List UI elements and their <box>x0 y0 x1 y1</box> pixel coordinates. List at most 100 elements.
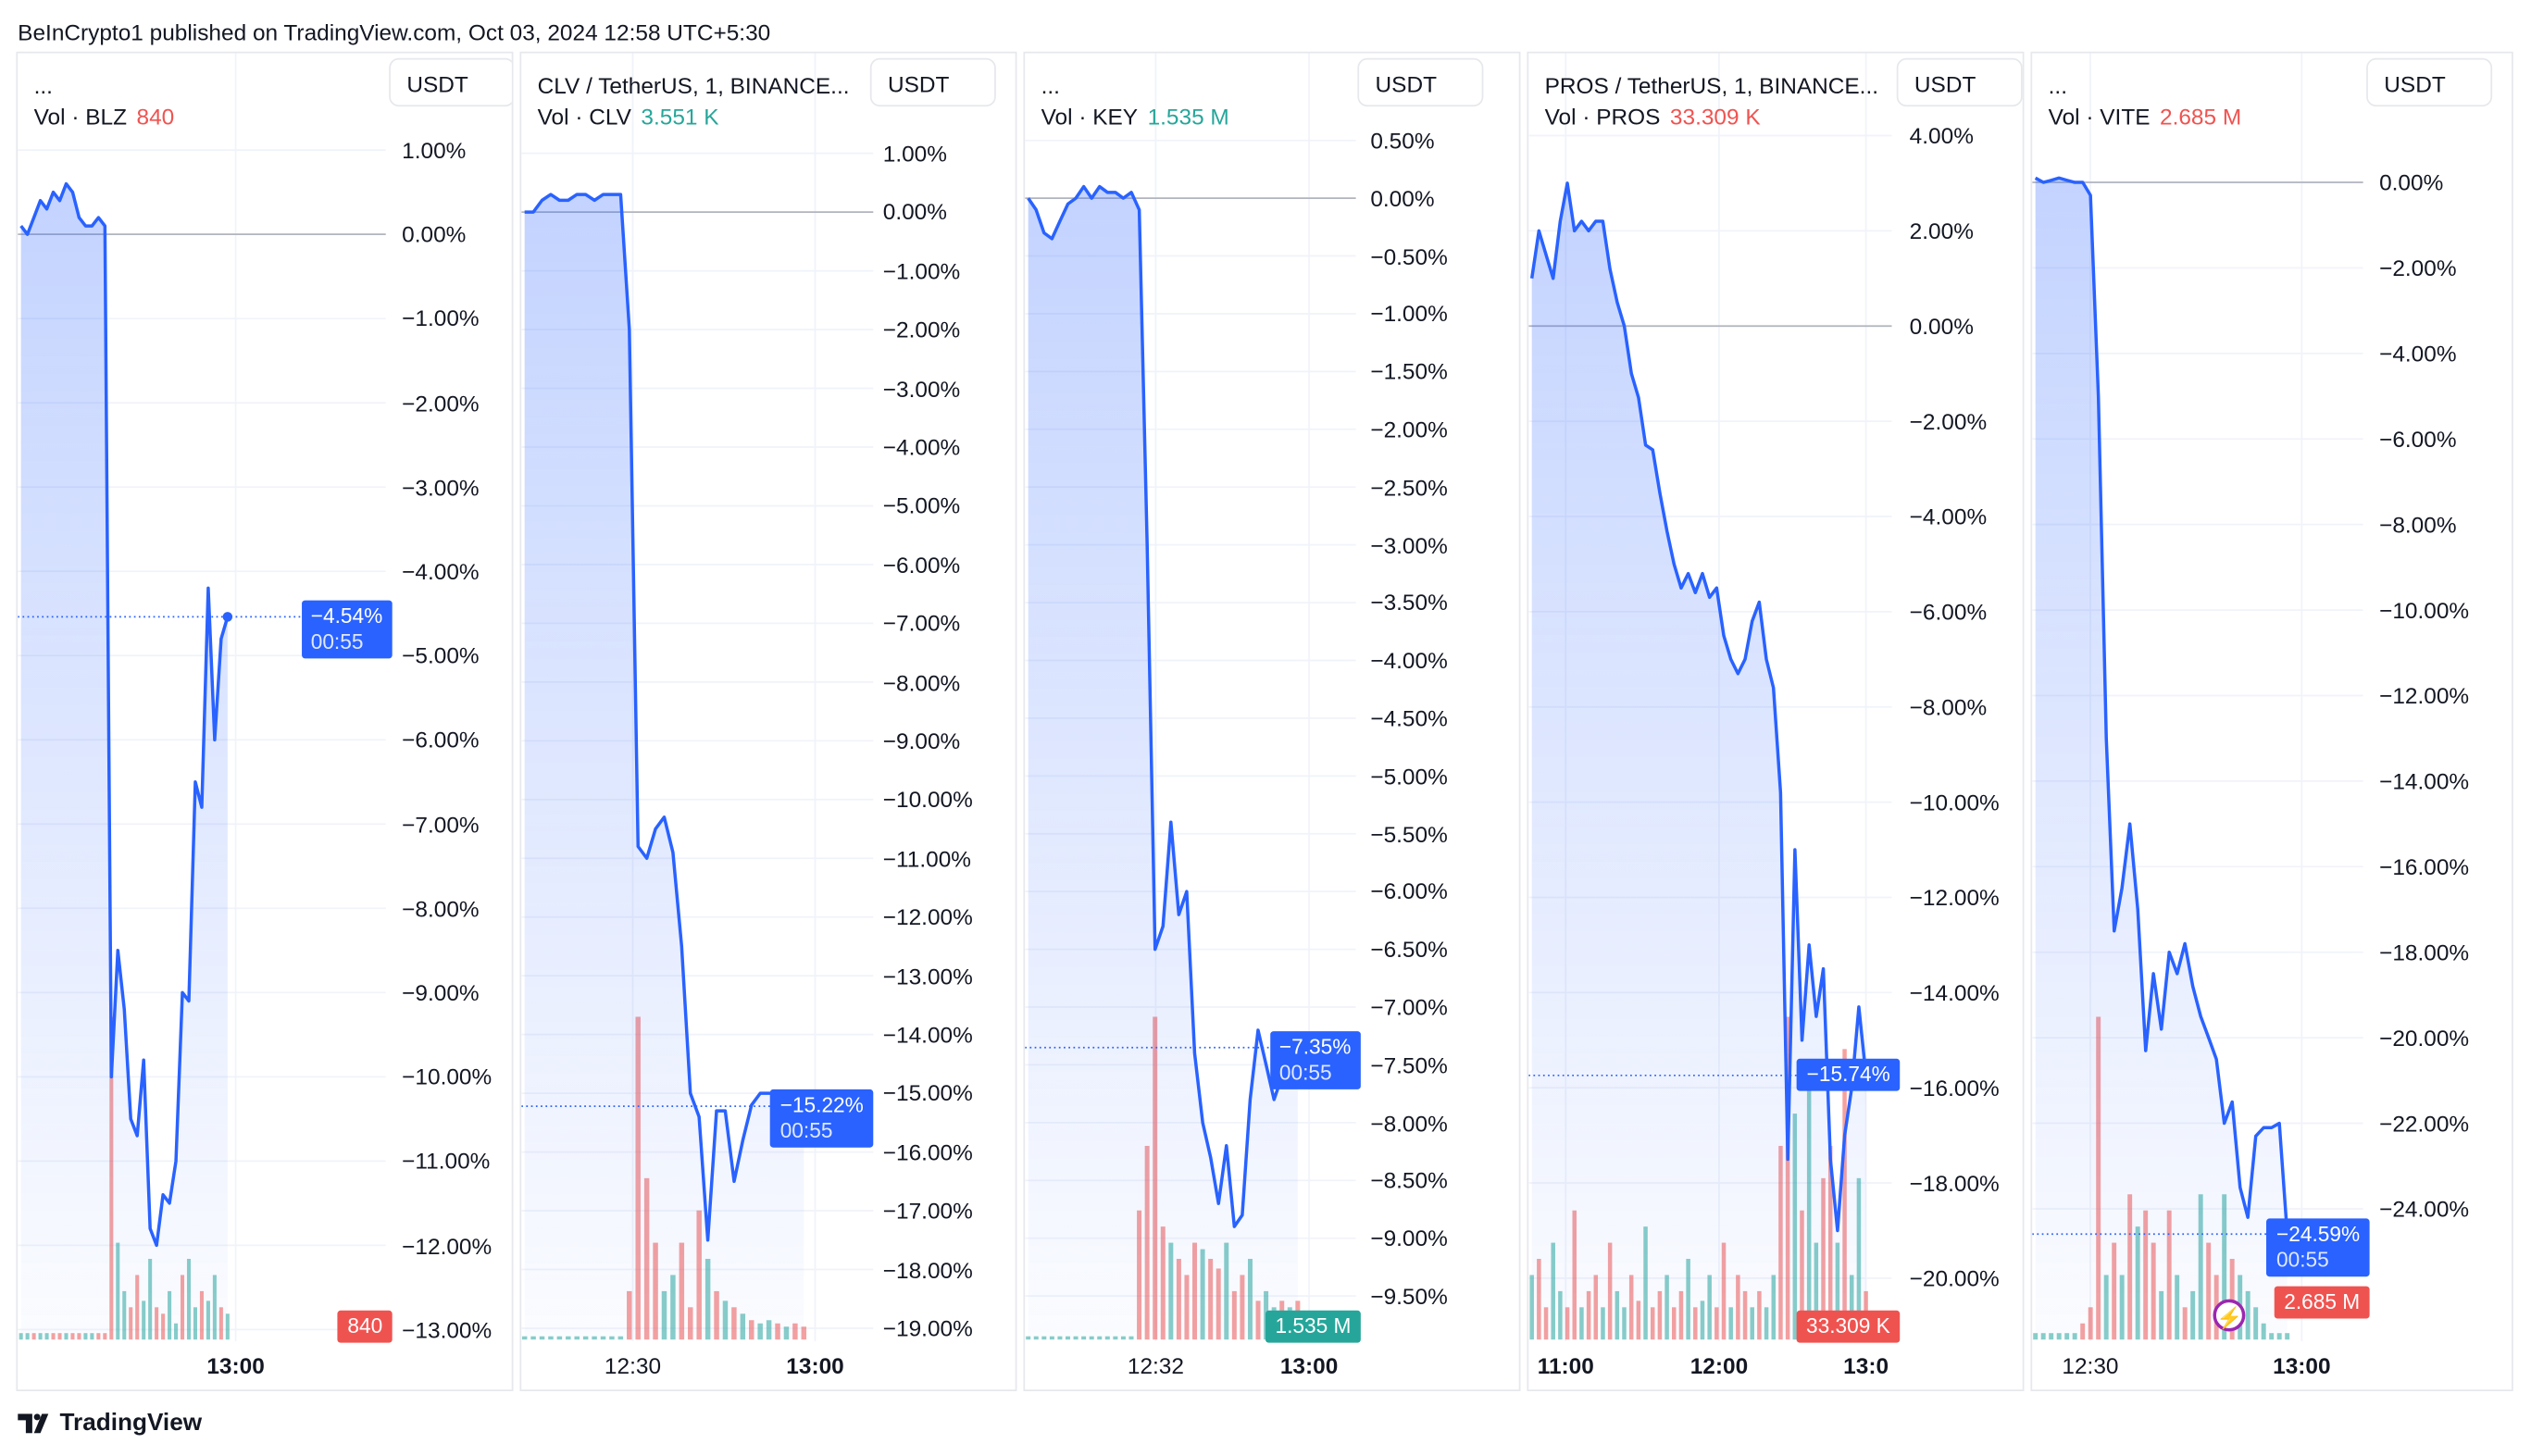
y-axis-tick-label: −10.00% <box>1909 789 2000 815</box>
y-axis-tick-label: −17.00% <box>882 1198 973 1224</box>
price-line <box>1027 184 1299 1228</box>
y-axis-tick-label: −14.00% <box>2379 767 2470 794</box>
current-price-value: −4.54% <box>310 604 383 628</box>
y-axis-tick-label: −0.50% <box>1370 243 1448 269</box>
y-axis-tick-label: −13.00% <box>882 963 973 989</box>
y-axis-tick-label: −9.00% <box>1370 1225 1448 1251</box>
volume-label: Vol · PROS <box>1544 103 1661 130</box>
y-axis-tick-label: −13.00% <box>402 1316 492 1343</box>
volume-badge: 2.685 M <box>2274 1286 2370 1319</box>
chart-panel[interactable]: CLV / TetherUS, 1, BINANCE... Vol · CLV 3.… <box>519 51 1017 1391</box>
y-axis-tick-label: −2.00% <box>1370 416 1448 442</box>
y-axis-tick-label: −11.00% <box>402 1148 491 1175</box>
y-axis-tick-label: −16.00% <box>882 1139 973 1165</box>
y-axis-tick-label: −22.00% <box>2379 1110 2470 1137</box>
y-axis-tick-label: −7.50% <box>1370 1052 1448 1078</box>
y-axis-tick-label: −15.00% <box>882 1080 973 1107</box>
y-axis-tick-label: −2.00% <box>2379 255 2457 281</box>
x-axis-time-label: 12:30 <box>604 1352 662 1379</box>
y-axis-tick-label: −6.00% <box>1370 878 1448 905</box>
chart-panel[interactable]: ... Vol · BLZ 840 USDT 1.00% 0.00% −1.00% −2.00… <box>16 51 514 1391</box>
y-axis-tick-label: −16.00% <box>2379 853 2470 880</box>
tradingview-logo-text: TradingView <box>59 1409 203 1437</box>
current-price-label: −24.59% 00:55 <box>2266 1217 2370 1276</box>
volume-bar <box>2285 1333 2290 1340</box>
volume-badge: 1.535 M <box>1266 1310 1361 1343</box>
y-axis-tick-label: −5.00% <box>1370 763 1448 790</box>
volume-legend: Vol · PROS 33.309 K <box>1545 104 1761 130</box>
y-axis-tick-label: −8.00% <box>1370 1109 1448 1136</box>
symbol-title[interactable]: ... <box>2048 72 2067 99</box>
volume-label: Vol · BLZ <box>33 103 128 130</box>
y-axis-tick-label: −9.50% <box>1370 1283 1448 1310</box>
y-axis-tick-label: −18.00% <box>2379 939 2470 965</box>
tradingview-logo[interactable]: TradingView <box>18 1409 202 1437</box>
y-axis-tick-label: 2.00% <box>1909 218 1974 244</box>
y-axis-tick-label: −1.50% <box>1370 358 1448 385</box>
y-axis-tick-label: −3.50% <box>1370 590 1448 616</box>
current-price-value: −7.35% <box>1278 1034 1352 1059</box>
symbol-title[interactable]: CLV / TetherUS, 1, BINANCE... <box>537 72 850 99</box>
volume-legend: Vol · KEY 1.535 M <box>1041 104 1229 130</box>
volume-bar <box>2033 1333 2039 1340</box>
x-axis-time-label: 13:00 <box>1279 1352 1339 1379</box>
y-axis-tick-label: −3.00% <box>882 375 961 402</box>
symbol-title[interactable]: PROS / TetherUS, 1, BINANCE... <box>1544 72 1879 99</box>
chart-panel[interactable]: PROS / TetherUS, 1, BINANCE... Vol · PROS… <box>1527 51 2025 1391</box>
current-price-label: −4.54% 00:55 <box>301 600 393 659</box>
y-axis-tick-label: −4.00% <box>1909 504 1988 529</box>
volume-value: 2.685 M <box>2159 103 2242 130</box>
volume-legend: Vol · CLV 3.551 K <box>538 104 719 130</box>
chart-panel[interactable]: ... Vol · KEY 1.535 M USDT 0.50% 0.00% −0.50% −… <box>1023 51 1521 1391</box>
x-axis-time-label: 11:00 <box>1537 1352 1594 1379</box>
y-axis-tick-label: −6.50% <box>1370 936 1448 963</box>
currency-button[interactable]: USDT <box>1357 57 1484 107</box>
y-axis-tick-label: −8.00% <box>402 895 480 922</box>
y-axis-tick-label: 0.00% <box>2379 169 2444 195</box>
price-area <box>20 183 228 1340</box>
y-axis-tick-label: −7.00% <box>402 811 480 838</box>
volume-value: 3.551 K <box>641 103 719 130</box>
lightning-icon[interactable]: ⚡ <box>2213 1299 2246 1332</box>
currency-button[interactable]: USDT <box>389 57 512 107</box>
currency-button[interactable]: USDT <box>2366 57 2493 107</box>
current-price-label: −15.22% 00:55 <box>770 1089 874 1149</box>
symbol-title[interactable]: ... <box>33 72 53 99</box>
y-axis-tick-label: −2.00% <box>1909 408 1988 435</box>
attribution-text: BeInCrypto1 published on TradingView.com… <box>18 19 771 45</box>
x-axis-time-label: 12:30 <box>2062 1352 2119 1379</box>
y-axis-tick-label: −6.00% <box>2379 426 2457 453</box>
current-price-value: −24.59% <box>2276 1221 2361 1246</box>
y-axis-tick-label: −20.00% <box>2379 1025 2470 1052</box>
chart-canvas[interactable] <box>2032 53 2513 1391</box>
y-axis-tick-label: −9.00% <box>402 979 480 1006</box>
y-axis-tick-label: −5.50% <box>1370 820 1448 847</box>
y-axis-tick-label: −7.00% <box>1370 994 1448 1020</box>
y-axis-tick-label: −4.00% <box>2379 340 2457 367</box>
y-axis-tick-label: −1.00% <box>402 305 480 332</box>
currency-button[interactable]: USDT <box>1896 57 2023 107</box>
y-axis-tick-label: −12.00% <box>882 903 973 930</box>
y-axis-tick-label: −6.00% <box>882 551 961 578</box>
y-axis-tick-label: −4.00% <box>882 434 961 460</box>
chart-canvas[interactable] <box>18 53 513 1391</box>
y-axis-tick-label: 0.00% <box>1909 313 1974 340</box>
y-axis-tick-label: −6.00% <box>1909 598 1988 625</box>
chart-canvas[interactable] <box>1528 53 2024 1391</box>
y-axis-tick-label: −4.00% <box>402 558 480 585</box>
volume-value: 840 <box>136 103 175 130</box>
volume-badge: 33.309 K <box>1796 1310 1901 1343</box>
y-axis-tick-label: −5.00% <box>882 492 961 519</box>
chart-panel[interactable]: ... Vol · VITE 2.685 M USDT 0.00% −2.00% −4.00… <box>2030 51 2513 1391</box>
last-point-marker <box>222 612 233 622</box>
y-axis-tick-label: −12.00% <box>2379 682 2470 709</box>
currency-button[interactable]: USDT <box>869 57 996 107</box>
price-line <box>1529 181 1868 1233</box>
chart-canvas[interactable] <box>521 53 1016 1391</box>
price-area <box>1028 186 1298 1340</box>
symbol-title[interactable]: ... <box>1041 72 1060 99</box>
y-axis-tick-label: −8.00% <box>1909 693 1988 720</box>
y-axis-tick-label: −24.00% <box>2379 1196 2470 1222</box>
volume-legend: Vol · VITE 2.685 M <box>2049 104 2242 130</box>
y-axis-tick-label: 0.00% <box>402 221 467 248</box>
